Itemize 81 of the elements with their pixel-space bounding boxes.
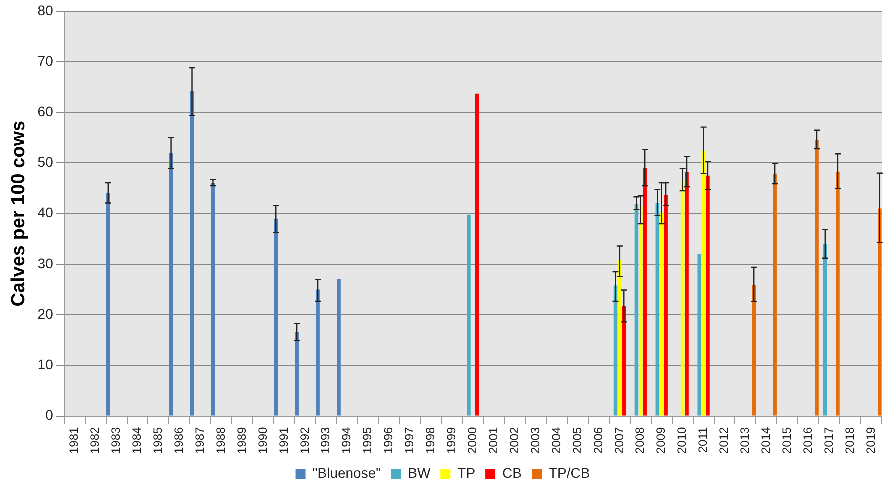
bar <box>656 203 660 416</box>
x-tick-label: 1982 <box>88 426 102 454</box>
bar <box>824 244 828 416</box>
x-tick-label: 2013 <box>738 426 752 454</box>
bar <box>295 332 299 416</box>
x-tick-label: 1983 <box>109 426 124 454</box>
x-tick-label: 2018 <box>842 426 857 454</box>
x-tick-label: 2001 <box>486 426 500 454</box>
x-tick-label: 1994 <box>340 426 354 454</box>
x-tick-label: 1989 <box>234 426 249 454</box>
bar <box>660 213 664 416</box>
x-tick-label: 2004 <box>549 426 564 454</box>
x-tick-label: 2011 <box>696 426 710 454</box>
legend-label: TP <box>458 464 476 481</box>
y-tick-label: 70 <box>38 52 54 69</box>
y-tick-label: 30 <box>38 255 54 272</box>
bar <box>316 290 320 416</box>
x-tick-label: 2006 <box>591 426 606 454</box>
bar <box>643 168 647 416</box>
x-tick-label: 1987 <box>192 426 207 454</box>
legend-label: BW <box>408 464 432 481</box>
x-tick-label: 1991 <box>276 426 291 454</box>
x-tick-label: 2007 <box>612 426 626 454</box>
bar <box>878 208 882 416</box>
bar <box>622 306 626 416</box>
x-tick-label: 1990 <box>256 426 270 454</box>
x-tick-label: 2014 <box>759 426 774 454</box>
legend-label: TP/CB <box>548 464 590 481</box>
x-tick-label: 1992 <box>298 426 312 454</box>
x-tick-label: 1999 <box>444 426 459 454</box>
bar <box>836 172 840 416</box>
bar <box>680 180 685 416</box>
bar <box>752 285 756 416</box>
x-tick-label: 1995 <box>360 426 375 454</box>
x-tick-label: 2019 <box>864 426 878 454</box>
x-tick-label: 1985 <box>151 426 166 454</box>
bar <box>618 260 622 416</box>
x-tick-label: 1988 <box>214 426 228 454</box>
bar <box>706 176 710 416</box>
x-tick-label: 1993 <box>318 426 333 454</box>
bar <box>169 153 174 416</box>
x-tick-label: 2012 <box>717 426 732 454</box>
x-tick-label: 2002 <box>507 426 522 454</box>
x-tick-label: 1984 <box>130 426 144 454</box>
bar <box>664 195 668 416</box>
bar <box>106 193 110 416</box>
bar <box>337 279 341 416</box>
y-tick-label: 40 <box>38 204 54 221</box>
x-tick-label: 2009 <box>654 426 668 454</box>
x-tick-label: 2005 <box>570 426 584 454</box>
bar <box>639 206 643 416</box>
y-tick-label: 20 <box>38 306 54 322</box>
bar <box>475 94 480 416</box>
x-tick-label: 2008 <box>633 426 648 454</box>
bar <box>634 204 639 416</box>
bar <box>467 214 471 416</box>
bar <box>685 172 689 416</box>
x-tick-label: 2015 <box>780 426 794 454</box>
bar <box>211 182 216 416</box>
y-tick-label: 0 <box>46 407 54 424</box>
bar <box>274 218 278 416</box>
x-tick-label: 1981 <box>67 426 82 454</box>
x-tick-label: 1986 <box>172 426 186 454</box>
x-tick-label: 2000 <box>466 426 480 454</box>
y-axis-title: Calves per 100 cows <box>8 120 30 307</box>
bar <box>815 140 819 416</box>
legend-label: CB <box>502 464 522 481</box>
y-tick-label: 50 <box>38 154 54 170</box>
x-tick-label: 2016 <box>800 426 815 454</box>
x-tick-label: 2017 <box>822 426 836 454</box>
bar <box>698 254 702 416</box>
x-tick-label: 1997 <box>402 426 417 454</box>
x-tick-label: 1998 <box>424 426 438 454</box>
y-tick-label: 10 <box>38 356 54 373</box>
x-tick-label: 2010 <box>675 426 690 454</box>
y-tick-label: 60 <box>38 103 54 120</box>
x-tick-label: 2003 <box>528 426 542 454</box>
legend-label: "Bluenose" <box>312 464 382 481</box>
y-tick-label: 80 <box>38 2 54 18</box>
x-tick-label: 1996 <box>382 426 396 454</box>
bar <box>773 174 777 416</box>
